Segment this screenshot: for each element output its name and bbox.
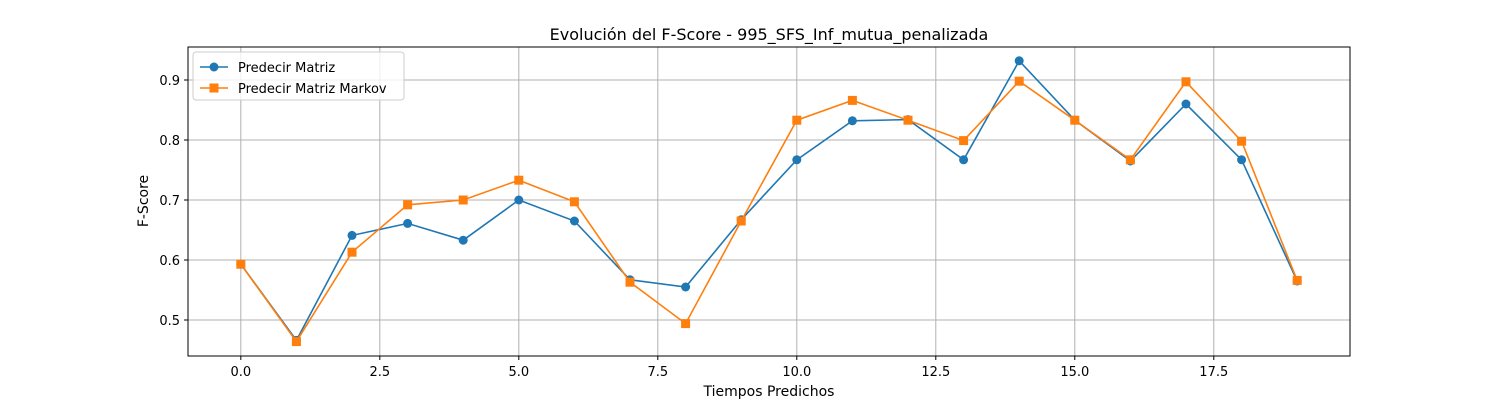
- y-tick-label: 0.5: [159, 314, 180, 329]
- series-layer: [236, 56, 1302, 347]
- data-point: [903, 115, 913, 125]
- series-line: [240, 80, 1298, 344]
- data-point: [347, 230, 357, 240]
- data-point: [403, 200, 413, 210]
- data-point: [625, 277, 635, 287]
- data-point: [681, 282, 691, 292]
- data-point: [403, 218, 413, 228]
- x-tick-label: 17.5: [1199, 365, 1228, 380]
- data-point: [1237, 136, 1247, 146]
- data-point: [1181, 77, 1191, 87]
- data-point: [514, 175, 524, 185]
- data-point: [792, 115, 802, 125]
- data-point: [291, 337, 301, 347]
- legend: Predecir Matriz Predecir Matriz Markov: [192, 51, 405, 101]
- data-point: [1125, 155, 1135, 165]
- data-point: [1014, 76, 1024, 86]
- legend-marker: [209, 83, 219, 93]
- data-point: [1181, 99, 1191, 109]
- y-tick-label: 0.6: [159, 254, 180, 269]
- data-point: [1014, 56, 1024, 66]
- y-tick-label: 0.7: [159, 194, 180, 209]
- legend-item: Predecir Matriz: [200, 61, 335, 76]
- x-tick-label: 10.0: [782, 365, 811, 380]
- data-point: [1070, 115, 1080, 125]
- data-point: [792, 155, 802, 165]
- data-point: [736, 216, 746, 226]
- data-point: [847, 95, 857, 105]
- x-tick-label: 15.0: [1060, 365, 1089, 380]
- data-point: [569, 197, 579, 207]
- x-axis: 0.0 2.5 5.0 7.5 10.0 12.5 15.0 17.5: [230, 356, 1228, 380]
- data-point: [1292, 275, 1302, 285]
- data-point: [347, 247, 357, 257]
- y-axis: 0.5 0.6 0.7 0.8 0.9: [159, 74, 188, 329]
- data-point: [959, 136, 969, 146]
- data-point: [681, 319, 691, 329]
- chart-title: Evolución del F-Score - 995_SFS_Inf_mutu…: [550, 25, 989, 45]
- series-line: [240, 59, 1298, 342]
- data-point: [458, 235, 468, 245]
- x-axis-label: Tiempos Predichos: [703, 384, 835, 400]
- data-point: [959, 155, 969, 165]
- y-tick-label: 0.9: [159, 74, 180, 89]
- y-tick-label: 0.8: [159, 134, 180, 149]
- plot-frame: [187, 46, 1351, 357]
- x-tick-label: 2.5: [369, 365, 390, 380]
- legend-label: Predecir Matriz: [238, 61, 335, 76]
- legend-label: Predecir Matriz Markov: [238, 82, 387, 97]
- data-point: [236, 259, 246, 269]
- data-point: [458, 195, 468, 205]
- x-tick-label: 7.5: [647, 365, 668, 380]
- x-tick-label: 0.0: [230, 365, 251, 380]
- series-2: [236, 76, 1302, 347]
- data-point: [569, 216, 579, 226]
- x-tick-label: 5.0: [508, 365, 529, 380]
- data-point: [1237, 155, 1247, 165]
- grid-lines: [188, 47, 1350, 356]
- legend-box: [192, 51, 405, 101]
- legend-marker: [209, 62, 219, 72]
- y-axis-label: F-Score: [136, 175, 152, 227]
- data-point: [847, 116, 857, 126]
- data-point: [514, 195, 524, 205]
- x-tick-label: 12.5: [921, 365, 950, 380]
- legend-item: Predecir Matriz Markov: [200, 82, 387, 97]
